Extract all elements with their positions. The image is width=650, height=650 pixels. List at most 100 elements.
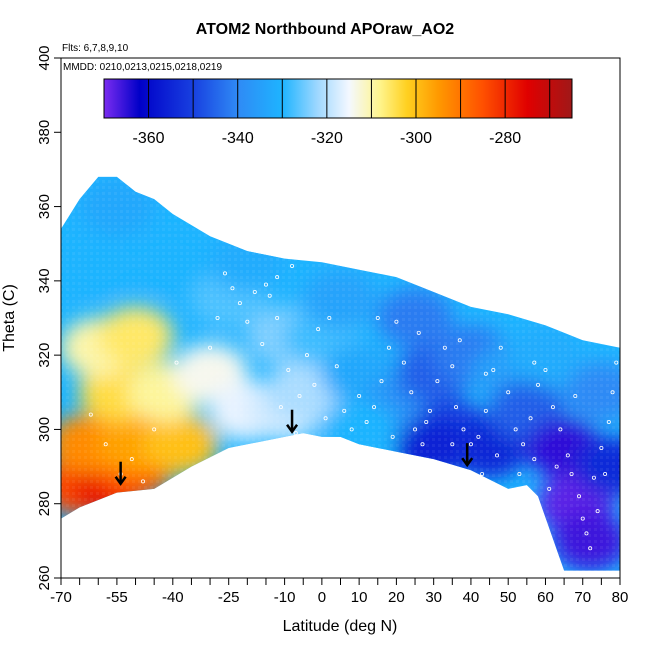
sample-point [468, 442, 473, 447]
x-axis: -70 -55 -40 -25 -10 0 10 20 30 40 50 60 70 80 [50, 577, 629, 606]
sample-point [278, 405, 283, 410]
down-arrow [286, 409, 299, 434]
sample-point [506, 390, 511, 395]
sample-point [424, 419, 429, 424]
sample-point [610, 390, 615, 395]
y-tick-label: 380 [36, 120, 53, 145]
sample-point [290, 263, 295, 268]
sample-point [476, 434, 481, 439]
sample-point [483, 371, 488, 376]
colorbar-tick-label: -360 [133, 130, 165, 147]
sample-point [263, 282, 268, 287]
x-tick-label: 50 [500, 589, 517, 606]
sample-point [483, 408, 488, 413]
x-tick-label: -25 [218, 589, 240, 606]
y-axis: 260 280 300 320 340 360 380 400 [36, 45, 62, 591]
y-tick-label: 280 [36, 491, 53, 516]
sample-point [550, 405, 555, 410]
sample-point [547, 486, 552, 491]
x-tick-label: -55 [106, 589, 128, 606]
x-tick-label: -70 [50, 589, 72, 606]
sample-point [480, 471, 485, 476]
sample-point [614, 360, 619, 365]
y-tick-label: 320 [36, 343, 53, 368]
sample-point [595, 509, 600, 514]
sample-point [558, 427, 563, 432]
sample-point [88, 412, 93, 417]
colorbar-tick-label: -320 [311, 130, 343, 147]
y-tick-label: 340 [36, 268, 53, 293]
sample-points [88, 263, 619, 551]
x-tick-label: -40 [162, 589, 184, 606]
sample-point [401, 360, 406, 365]
sample-point [536, 382, 541, 387]
sample-point [275, 275, 280, 280]
sample-point [349, 427, 354, 432]
sample-point [297, 393, 302, 398]
sample-point [293, 431, 298, 436]
sample-point [599, 445, 604, 450]
sample-point [491, 367, 496, 372]
sample-point [312, 382, 317, 387]
sample-point [252, 289, 257, 294]
sample-point [208, 345, 213, 350]
sample-point [532, 457, 537, 462]
colorbar-tick-label: -280 [489, 130, 521, 147]
y-tick-label: 300 [36, 417, 53, 442]
sample-point [435, 379, 440, 384]
sample-point [532, 360, 537, 365]
arrow-markers [114, 409, 474, 486]
sample-point [390, 434, 395, 439]
sample-point [416, 330, 421, 335]
sample-point [442, 345, 447, 350]
y-tick-label: 360 [36, 194, 53, 219]
sample-point [316, 327, 321, 332]
sample-point [286, 367, 291, 372]
sample-point [413, 427, 418, 432]
sample-point [327, 315, 332, 320]
colorbar-tick-label: -340 [222, 130, 254, 147]
x-tick-label: 30 [425, 589, 442, 606]
x-tick-label: -10 [274, 589, 296, 606]
sample-point [454, 405, 459, 410]
sample-point [245, 319, 250, 324]
sample-point [304, 353, 309, 358]
sample-point [543, 367, 548, 372]
sample-point [528, 416, 533, 421]
sample-point [517, 471, 522, 476]
y-axis-label: Theta (C) [1, 284, 18, 352]
x-tick-label: 70 [574, 589, 591, 606]
sample-point [386, 345, 391, 350]
sample-point [379, 379, 384, 384]
sample-point [394, 319, 399, 324]
sample-point [450, 364, 455, 369]
sample-point [129, 457, 134, 462]
sample-point [334, 364, 339, 369]
sample-point [584, 531, 589, 536]
sample-point [461, 427, 466, 432]
sample-point [342, 408, 347, 413]
sample-point [357, 393, 362, 398]
x-tick-label: 60 [537, 589, 554, 606]
sample-point [364, 419, 369, 424]
sample-point [375, 315, 380, 320]
sample-point [174, 360, 179, 365]
down-arrow [114, 461, 127, 486]
sample-point [573, 393, 578, 398]
x-tick-label: 80 [612, 589, 629, 606]
flights-annotation: Flts: 6,7,8,9,10 [62, 43, 129, 54]
y-tick-label: 400 [36, 45, 53, 70]
sample-point [450, 442, 455, 447]
sample-point [588, 546, 593, 551]
colorbar-tick-label: -300 [400, 130, 432, 147]
sample-point [275, 315, 280, 320]
sample-point [372, 405, 377, 410]
sample-point [237, 301, 242, 306]
sample-point [323, 416, 328, 421]
sample-point [495, 453, 500, 458]
sample-point [267, 293, 272, 298]
x-tick-label: 0 [318, 589, 326, 606]
dates-annotation: MMDD: 0210,0213,0215,0218,0219 [63, 62, 222, 73]
sample-point [569, 471, 574, 476]
